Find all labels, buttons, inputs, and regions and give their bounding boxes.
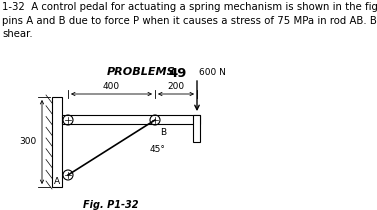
Text: A: A: [54, 177, 60, 186]
Polygon shape: [193, 115, 200, 142]
Text: 400: 400: [103, 82, 120, 91]
Text: PROBLEMS: PROBLEMS: [107, 67, 176, 77]
Text: 600 N: 600 N: [199, 68, 226, 77]
Text: 200: 200: [167, 82, 185, 91]
Text: 300: 300: [20, 138, 37, 147]
Polygon shape: [62, 115, 200, 124]
Polygon shape: [52, 97, 62, 187]
Text: 1-32  A control pedal for actuating a spring mechanism is shown in the figure. C: 1-32 A control pedal for actuating a spr…: [2, 2, 377, 39]
Text: 49: 49: [168, 67, 186, 80]
Text: 45°: 45°: [150, 145, 166, 154]
Text: B: B: [160, 128, 166, 137]
Text: Fig. P1-32: Fig. P1-32: [83, 200, 138, 210]
